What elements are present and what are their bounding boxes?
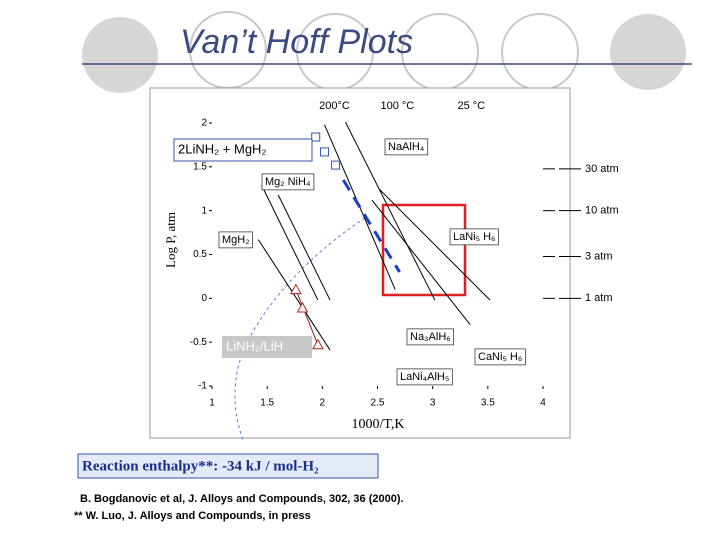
- pressure-label: 30 atm: [585, 163, 619, 175]
- reference: B. Bogdanovic et al, J. Alloys and Compo…: [80, 493, 404, 505]
- temperature-label: 100 °C: [380, 100, 414, 112]
- annotation-box: [396, 368, 453, 386]
- y-axis-label: Log P, atm: [163, 212, 178, 268]
- y-tick-label: 0: [201, 293, 207, 304]
- marker: [331, 160, 341, 170]
- annotation-box: [222, 336, 312, 358]
- annotation: LaNi₅ H₆: [453, 231, 496, 243]
- annotation: LaNi₄AlH₅: [400, 371, 449, 383]
- y-tick-label: -0.5: [190, 337, 208, 348]
- enthalpy-note: Reaction enthalpy**: -34 kJ / mol-H₂: [82, 458, 319, 474]
- line: [277, 194, 331, 301]
- x-tick-label: 1: [209, 398, 215, 409]
- temperature-label: 200°C: [319, 100, 350, 112]
- y-tick-label: 1.5: [193, 161, 207, 172]
- annotation-box: [261, 173, 315, 191]
- line: [257, 239, 331, 351]
- circle: [82, 17, 158, 93]
- y-tick-label: 2: [201, 118, 207, 129]
- annotation-box: [449, 228, 499, 246]
- marker: [290, 283, 302, 295]
- x-tick-label: 3: [430, 398, 436, 409]
- x-tick-label: 1.5: [260, 398, 274, 409]
- title: Van’t Hoff Plots: [180, 23, 413, 61]
- enthalpy-box: [77, 453, 379, 479]
- pressure-label: 10 atm: [585, 205, 619, 217]
- annotation: Mg₂ NiH₄: [265, 176, 311, 188]
- x-axis-label: 1000/T,K: [351, 417, 404, 432]
- line: [379, 189, 491, 301]
- x-tick-label: 2: [320, 398, 326, 409]
- marker: [320, 147, 330, 157]
- annotation: CaNi₅ H₆: [478, 351, 522, 363]
- connector: [234, 217, 366, 441]
- annotation: LiNH₂/LiH: [226, 338, 283, 353]
- line: [295, 289, 319, 345]
- annotation: NaAlH₄: [388, 141, 425, 153]
- reference: ** W. Luo, J. Alloys and Compounds, in p…: [74, 510, 311, 522]
- x-tick-label: 4: [540, 398, 546, 409]
- annotation-box: [173, 138, 313, 162]
- line: [371, 199, 471, 325]
- annotation-box: [218, 231, 253, 249]
- x-tick-label: 2.5: [371, 398, 385, 409]
- y-tick-label: 0.5: [193, 249, 207, 260]
- y-tick-label: 1: [201, 205, 207, 216]
- circle: [501, 13, 579, 91]
- circle: [401, 13, 479, 91]
- annotation: 2LiNH₂ + MgH₂: [178, 141, 266, 156]
- x-tick-label: 3.5: [481, 398, 495, 409]
- annotation-box: [474, 348, 526, 366]
- annotation-box: [384, 138, 429, 156]
- circle: [610, 14, 686, 90]
- marker: [296, 301, 309, 313]
- y-tick-label: -1: [198, 381, 207, 392]
- line: [342, 179, 401, 273]
- pressure-label: 1 atm: [585, 292, 613, 304]
- highlight-box: [381, 203, 467, 297]
- annotation: MgH₂: [222, 234, 250, 246]
- annotation: Na₃AlH₆: [410, 331, 451, 343]
- temperature-label: 25 °C: [457, 100, 485, 112]
- line: [261, 185, 319, 301]
- annotation-box: [406, 328, 455, 346]
- marker: [312, 338, 324, 350]
- marker: [311, 132, 321, 142]
- pressure-label: 3 atm: [585, 250, 613, 262]
- line: [345, 121, 436, 301]
